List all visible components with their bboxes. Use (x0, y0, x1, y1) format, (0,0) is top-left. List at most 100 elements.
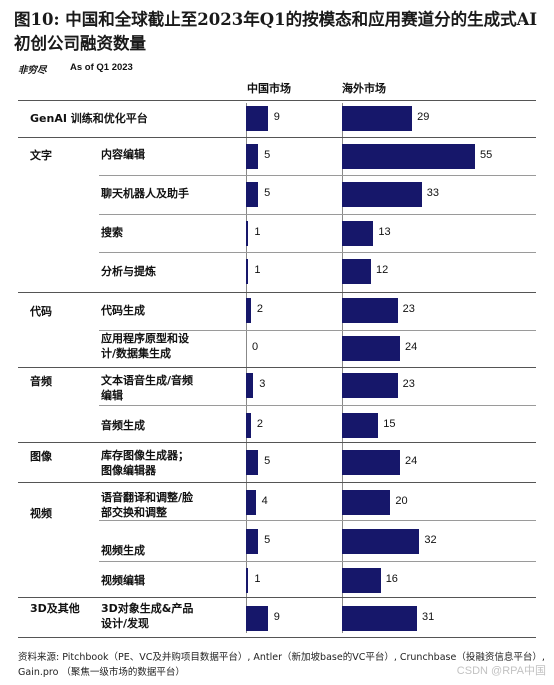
as-of-label: As of Q1 2023 (70, 62, 133, 73)
bar-overseas-7 (342, 372, 398, 398)
value-label-overseas-9: 24 (405, 455, 418, 467)
value-label-china-4: 1 (254, 264, 261, 276)
bar-china-8 (246, 412, 251, 438)
category-label-analysis: 分析与提炼 (101, 265, 156, 278)
category-label-code-gen: 代码生成 (101, 304, 145, 317)
category-label-content-edit: 内容编辑 (101, 148, 145, 161)
value-label-overseas-6: 24 (405, 341, 418, 353)
row-divider-1 (99, 214, 536, 215)
bar-overseas-1 (342, 143, 475, 169)
group-divider-6 (18, 637, 536, 638)
category-label-stock-image-line1: 库存图像生成器； (101, 449, 189, 462)
bar-overseas-6 (342, 335, 401, 361)
value-label-overseas-8: 15 (383, 418, 396, 430)
value-label-china-3: 1 (254, 226, 261, 238)
value-label-overseas-3: 13 (378, 226, 391, 238)
row-divider-2 (99, 252, 536, 253)
category-label-search: 搜索 (101, 226, 123, 239)
bar-china-9 (246, 449, 259, 475)
row-divider-4 (99, 405, 536, 406)
category-label-genai: GenAI 训练和优化平台 (30, 112, 148, 125)
value-label-china-9: 5 (264, 455, 271, 467)
group-divider-4 (18, 482, 536, 483)
value-label-overseas-5: 23 (402, 303, 415, 315)
group-label-video: 视频 (30, 507, 52, 520)
value-label-overseas-11: 32 (424, 534, 437, 546)
header-rule (18, 100, 536, 101)
bar-overseas-4 (342, 258, 372, 284)
bar-overseas-5 (342, 297, 398, 323)
bar-china-12 (246, 567, 249, 593)
bar-china-3 (246, 220, 249, 246)
category-label-stock-image-line2: 图像编辑器 (101, 464, 156, 477)
bar-overseas-2 (342, 181, 422, 207)
watermark: CSDN @RPA中国 (456, 665, 546, 677)
group-divider-0 (18, 137, 536, 138)
value-label-china-0: 9 (273, 111, 280, 123)
category-label-voice-line2: 部交换和调整 (101, 506, 167, 519)
group-divider-2 (18, 367, 536, 368)
bar-overseas-0 (342, 105, 413, 131)
bar-china-13 (246, 605, 268, 631)
value-label-china-5: 2 (256, 303, 263, 315)
category-label-app-proto-line1: 应用程序原型和设 (101, 332, 189, 345)
non-exhaustive-note: 非穷尽 (18, 65, 47, 76)
value-label-overseas-4: 12 (376, 264, 389, 276)
group-divider-5 (18, 597, 536, 598)
bar-china-1 (246, 143, 259, 169)
bar-overseas-3 (342, 220, 374, 246)
value-label-china-11: 5 (264, 534, 271, 546)
bar-china-7 (246, 372, 254, 398)
value-label-china-2: 5 (264, 187, 271, 199)
overseas-axis-line (342, 103, 343, 633)
row-divider-0 (99, 175, 536, 176)
value-label-overseas-12: 16 (385, 573, 398, 585)
value-label-overseas-2: 33 (426, 187, 440, 199)
category-label-tts-line1: 文本语音生成/音频 (101, 374, 194, 387)
category-label-chatbot: 聊天机器人及助手 (101, 187, 189, 200)
value-label-china-13: 9 (273, 611, 280, 623)
group-divider-1 (18, 292, 536, 293)
value-label-china-10: 4 (261, 495, 268, 507)
category-label-app-proto-line2: 计/数据集生成 (101, 347, 172, 360)
category-label-voice-line1: 语音翻译和调整/脸 (101, 491, 194, 504)
group-label-audio: 音频 (30, 375, 52, 388)
category-label-audio-gen: 音频生成 (101, 419, 145, 432)
value-label-overseas-7: 23 (402, 378, 415, 390)
bar-overseas-13 (342, 605, 417, 631)
china-axis-line (246, 103, 247, 633)
value-label-overseas-0: 29 (417, 111, 430, 123)
row-divider-3 (99, 330, 536, 331)
group-label-text: 文字 (30, 149, 52, 162)
value-label-china-1: 5 (264, 149, 271, 161)
bar-china-0 (246, 105, 268, 131)
value-label-overseas-1: 55 (480, 149, 493, 161)
chart-title: 图10: 中国和全球截止至2023年Q1的按模态和应用赛道分的生成式AI初创公司… (14, 10, 538, 53)
row-divider-6 (99, 561, 536, 562)
value-label-china-12: 1 (254, 573, 261, 585)
row-divider-5 (99, 520, 536, 521)
footnote: 资料来源: Pitchbook（PE、VC及并购项目数据平台）, Antler（… (18, 652, 545, 678)
bar-china-10 (246, 489, 256, 515)
bar-overseas-11 (342, 528, 420, 554)
value-label-overseas-10: 20 (395, 495, 408, 507)
group-label-image: 图像 (30, 450, 52, 463)
bar-overseas-9 (342, 449, 401, 475)
category-label-video-edit: 视频编辑 (101, 574, 145, 587)
value-label-china-6: 0 (252, 341, 259, 353)
column-header-overseas: 海外市场 (342, 82, 386, 95)
bar-overseas-10 (342, 489, 391, 515)
category-label-video-gen: 视频生成 (101, 544, 145, 557)
bar-overseas-12 (342, 567, 381, 593)
value-label-china-7: 3 (259, 378, 266, 390)
value-label-china-8: 2 (256, 418, 263, 430)
bar-china-4 (246, 258, 249, 284)
bar-china-2 (246, 181, 259, 207)
bar-china-11 (246, 528, 259, 554)
bar-overseas-8 (342, 412, 379, 438)
group-label-code: 代码 (30, 305, 52, 318)
category-label-3d-line2: 设计/发现 (101, 617, 150, 630)
column-header-china: 中国市场 (247, 82, 291, 95)
category-label-tts-line2: 编辑 (101, 389, 123, 402)
group-divider-3 (18, 442, 536, 443)
